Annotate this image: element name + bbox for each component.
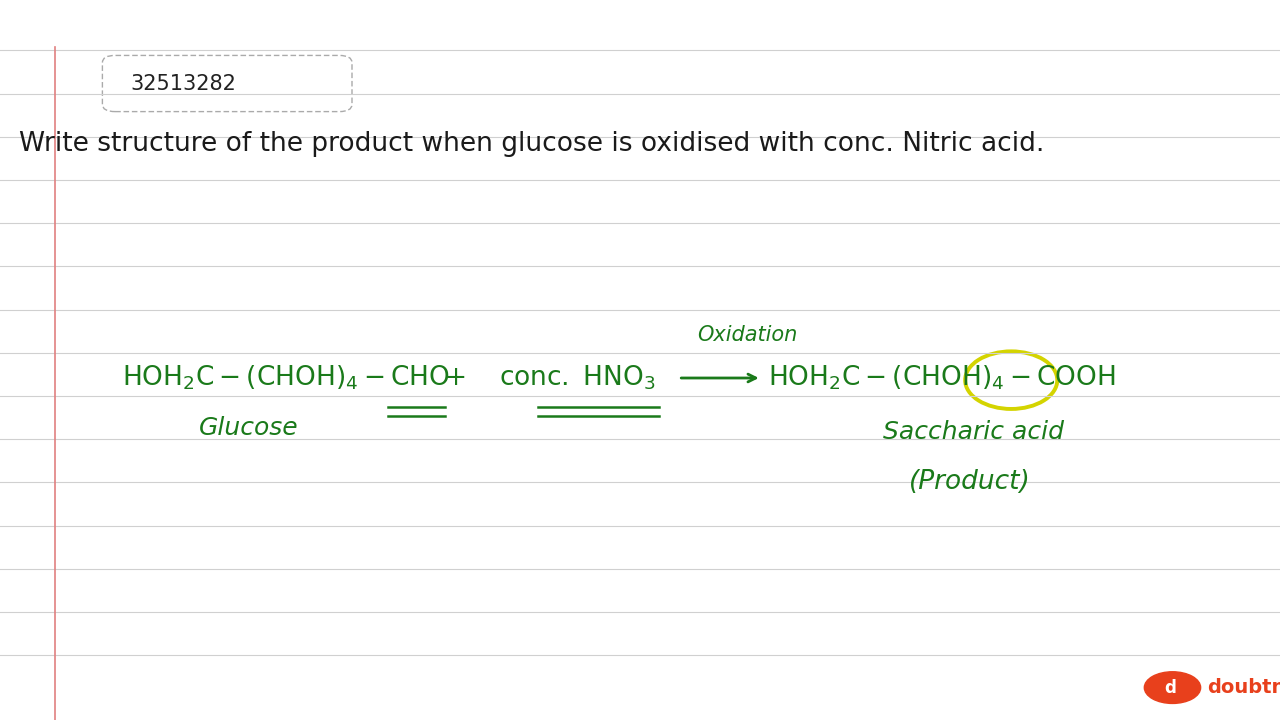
Text: Write structure of the product when glucose is oxidised with conc. Nitric acid.: Write structure of the product when gluc…: [19, 131, 1044, 157]
Text: Glucose: Glucose: [198, 416, 298, 441]
FancyBboxPatch shape: [102, 55, 352, 112]
Text: $\mathsf{conc.\ HNO_3}$: $\mathsf{conc.\ HNO_3}$: [499, 364, 655, 392]
Text: 32513282: 32513282: [131, 73, 237, 94]
Text: Saccharic acid: Saccharic acid: [883, 420, 1064, 444]
Text: (Product): (Product): [909, 469, 1030, 495]
Circle shape: [1144, 672, 1201, 703]
Text: d: d: [1164, 678, 1176, 697]
Text: $\mathsf{+}$: $\mathsf{+}$: [444, 365, 465, 391]
Text: Oxidation: Oxidation: [698, 325, 797, 345]
Text: doubtnut: doubtnut: [1207, 678, 1280, 697]
Text: $\mathsf{HOH_2C-(CHOH)_4-CHO}$: $\mathsf{HOH_2C-(CHOH)_4-CHO}$: [122, 364, 449, 392]
Text: $\mathsf{HOH_2C-(CHOH)_4-COOH}$: $\mathsf{HOH_2C-(CHOH)_4-COOH}$: [768, 364, 1116, 392]
